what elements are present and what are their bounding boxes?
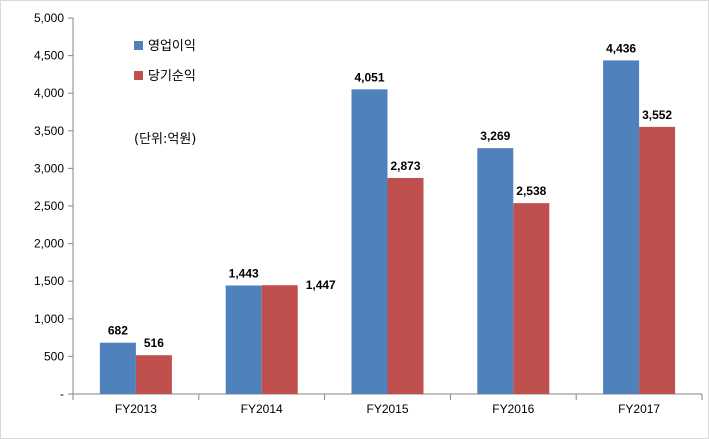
legend-label: 영업이익 <box>148 39 196 54</box>
legend-swatch <box>134 71 143 80</box>
y-tick-label: 1,000 <box>34 312 64 326</box>
bar-net-income <box>135 355 172 394</box>
x-tick-label: FY2017 <box>618 402 660 416</box>
data-label: 4,051 <box>354 70 384 84</box>
data-label: 516 <box>144 336 164 350</box>
x-tick-label: FY2014 <box>241 402 283 416</box>
data-label: 682 <box>108 324 128 338</box>
data-label: 1,447 <box>306 278 336 292</box>
bar-operating-profit <box>351 89 388 394</box>
y-tick-label: 500 <box>44 349 64 363</box>
data-label: 3,269 <box>480 129 510 143</box>
y-tick-label: - <box>60 387 64 401</box>
bar-operating-profit <box>99 342 136 394</box>
x-tick-label: FY2013 <box>115 402 157 416</box>
unit-note: (단위:억원) <box>134 132 196 147</box>
x-tick-label: FY2016 <box>492 402 534 416</box>
y-tick-label: 2,500 <box>34 199 64 213</box>
y-tick-label: 3,500 <box>34 124 64 138</box>
bar-operating-profit <box>225 285 262 394</box>
y-tick-label: 5,000 <box>34 11 64 25</box>
bar-operating-profit <box>603 60 640 394</box>
bar-net-income <box>387 177 424 394</box>
data-label: 1,443 <box>229 266 259 280</box>
legend-swatch <box>134 41 143 50</box>
bar-net-income <box>261 285 298 394</box>
y-tick-label: 3,000 <box>34 161 64 175</box>
y-tick-label: 1,500 <box>34 274 64 288</box>
data-label: 2,538 <box>516 184 546 198</box>
y-tick-label: 4,500 <box>34 49 64 63</box>
bar-operating-profit <box>477 148 514 394</box>
y-tick-label: 2,000 <box>34 237 64 251</box>
y-tick-label: 4,000 <box>34 86 64 100</box>
bar-net-income <box>639 126 676 395</box>
x-tick-label: FY2015 <box>366 402 408 416</box>
bar-net-income <box>513 203 550 394</box>
data-label: 2,873 <box>390 159 420 173</box>
data-label: 3,552 <box>642 108 672 122</box>
legend-label: 당기순익 <box>148 69 196 84</box>
data-label: 4,436 <box>606 41 636 55</box>
